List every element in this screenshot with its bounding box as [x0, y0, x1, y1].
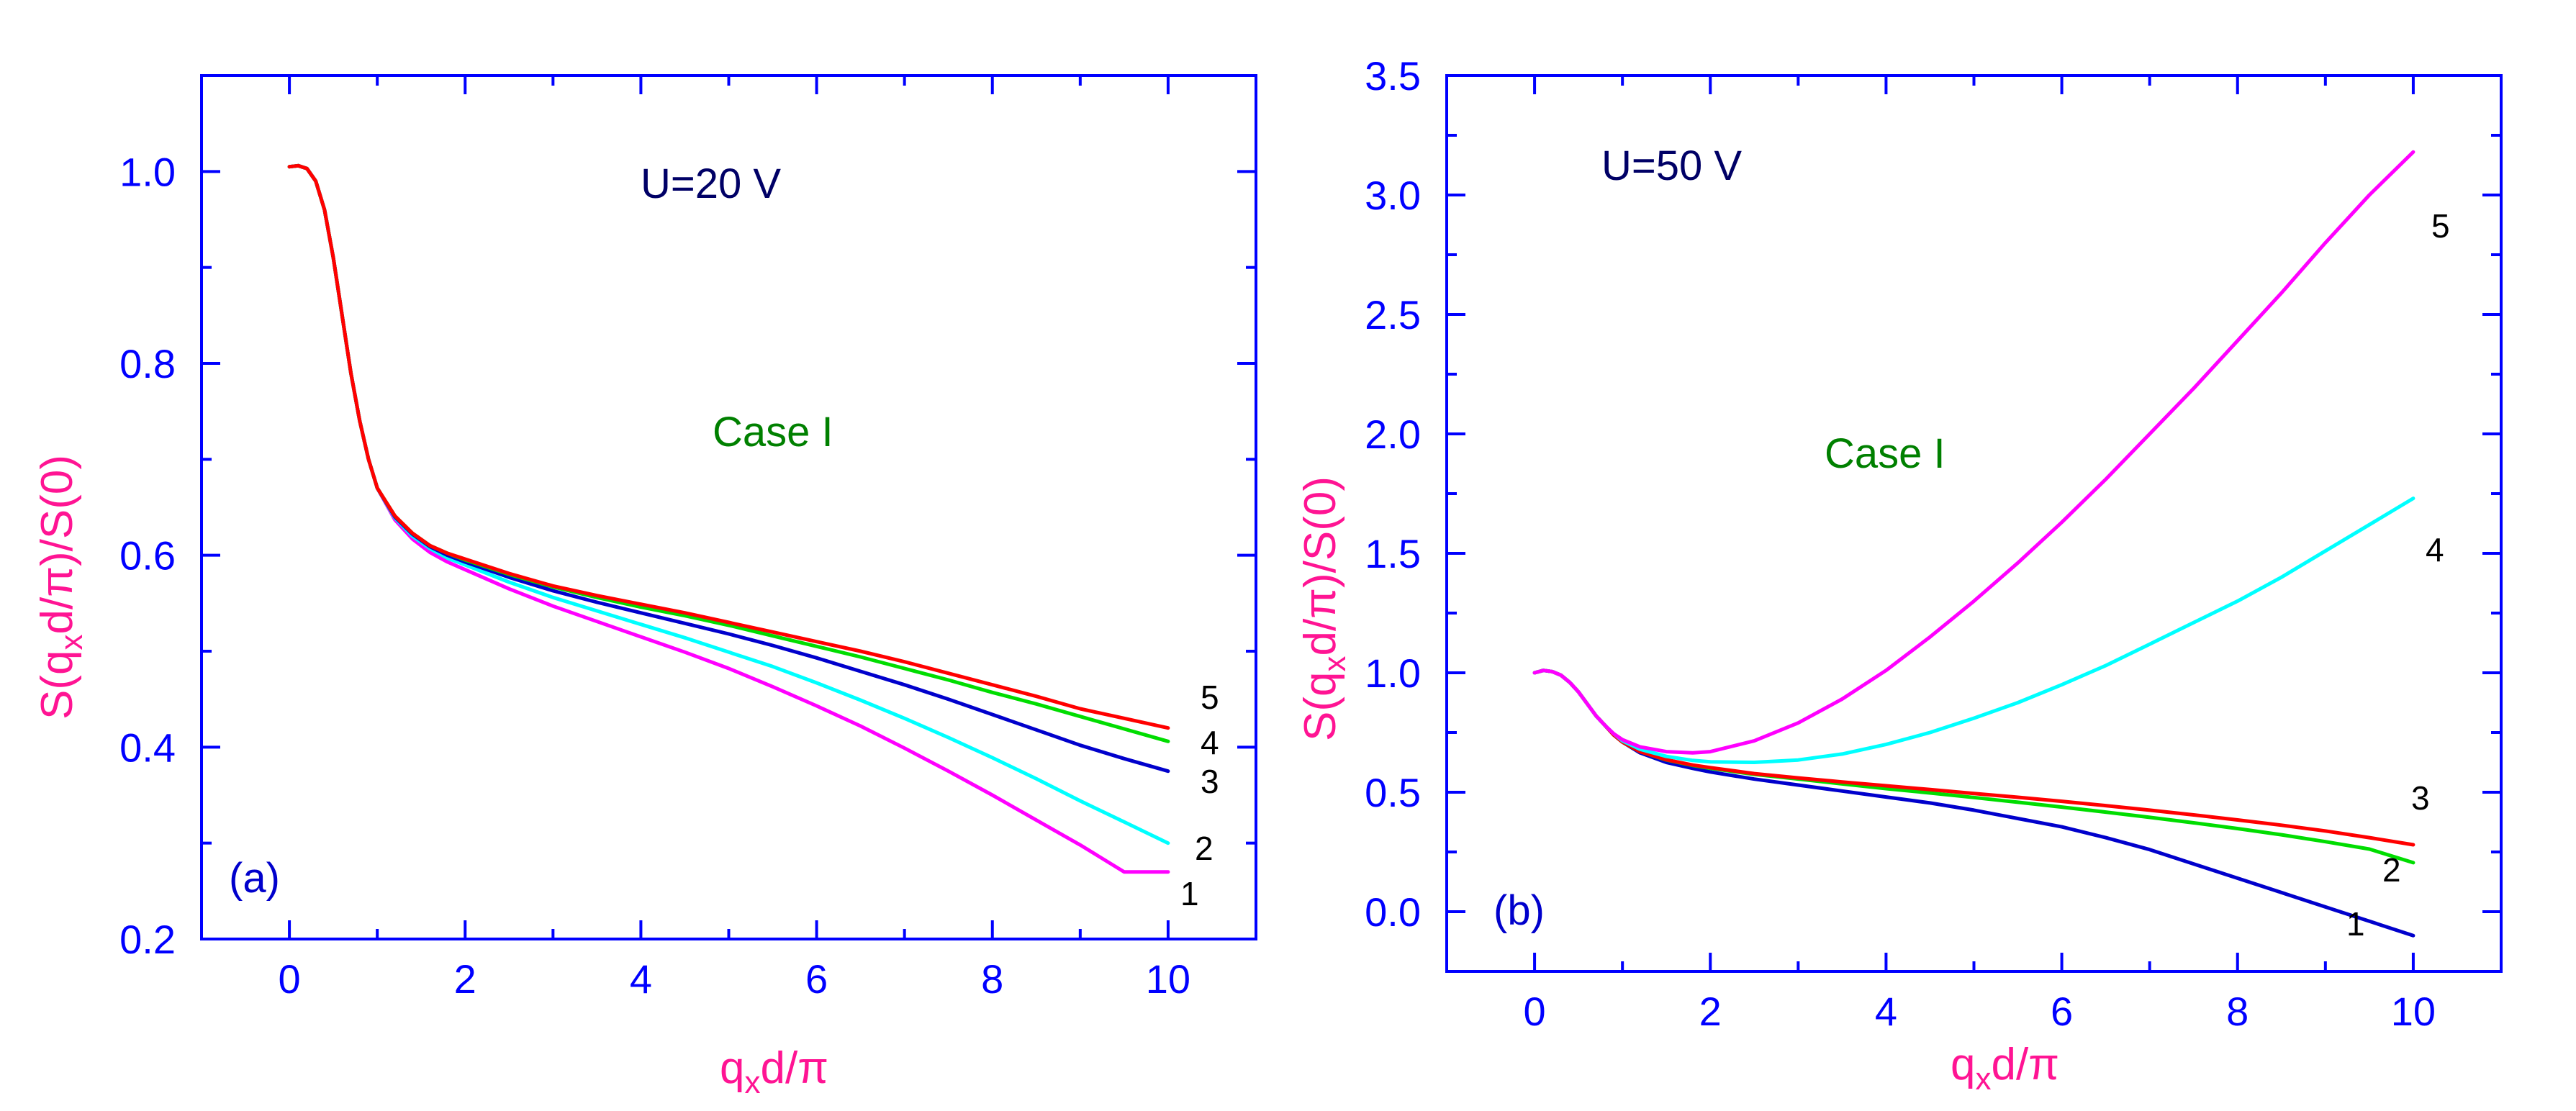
panel-a-x-tick-label: 10: [1146, 956, 1190, 1002]
panel-a-chart: 0 2 4 6 8 10 0.2 0.4 0.6 0.8 1.0 U=20 V Case I (a)…: [32, 74, 1257, 1100]
panel-b-tag: (b): [1493, 887, 1545, 934]
panel-b-x-tick-label: 0: [1524, 989, 1546, 1034]
panel-a-x-axis-label: qxd/π: [720, 1043, 828, 1100]
panel-a-curve-number-4: 4: [1201, 724, 1219, 761]
panel-b-y-tick-label: 2.0: [1365, 412, 1421, 457]
panel-a-x-axis-label-sub: x: [744, 1065, 760, 1100]
panel-b-y-axis-label: S(qxd/π)/S(0): [1296, 476, 1352, 741]
panel-a-axes: 0 2 4 6 8 10 0.2 0.4 0.6 0.8 1.0: [119, 74, 1257, 1002]
panel-b-curve-number-4: 4: [2426, 531, 2444, 568]
panel-b-chart: 0 2 4 6 8 10 0.0 0.5 1.0 1.5 2.0 2.5 3.0 3.5 U=50 V C…: [1296, 53, 2503, 1097]
panel-b-curve-number-2: 2: [2382, 851, 2401, 889]
panel-a-y-tick-label: 1.0: [119, 149, 176, 194]
panel-a-y-axis-label-post: )/S(0): [32, 455, 82, 566]
panel-a-curves: [287, 163, 1170, 874]
panel-b-x-tick-label: 6: [2051, 989, 2073, 1034]
panel-a-x-tick-label: 0: [279, 956, 301, 1002]
panel-b-x-tick-label: 10: [2391, 989, 2436, 1034]
panel-a-x-tick-label: 6: [805, 956, 828, 1002]
panel-a-x-tick-label: 4: [630, 956, 652, 1002]
panel-a-y-tick-label: 0.6: [119, 533, 176, 579]
panel-a-y-axis-label: S(qxd/π)/S(0): [32, 455, 89, 720]
panel-b-x-axis-label: qxd/π: [1951, 1040, 2059, 1097]
panel-b-curve-5: [1532, 150, 2415, 755]
panel-b-y-axis-label-mid: d/π: [1296, 588, 1345, 656]
panel-a-y-axis-label-sub: x: [54, 635, 89, 650]
panel-a-x-axis-label-tail: d/π: [760, 1043, 828, 1093]
panel-a-tag: (a): [229, 855, 280, 902]
panel-b-x-axis-label-sub: x: [1975, 1061, 1991, 1097]
panel-b-y-axis-label-sub: x: [1317, 656, 1352, 672]
panel-a-curve-number-1: 1: [1180, 875, 1199, 912]
panel-a-x-axis-label-main: q: [720, 1043, 744, 1093]
panel-b-voltage-annotation: U=50 V: [1601, 142, 1742, 189]
panel-b-curve-number-1: 1: [2346, 905, 2365, 943]
panel-b-y-tick-label: 3.5: [1365, 53, 1421, 99]
panel-a-case-annotation: Case I: [713, 409, 833, 455]
panel-a-y-tick-label: 0.4: [119, 725, 176, 770]
panel-a-curve-number-5: 5: [1201, 679, 1219, 716]
panel-a-curve-5: [287, 163, 1170, 730]
panel-b-y-tick-label: 1.5: [1365, 531, 1421, 576]
panel-b-y-tick-label: 3.0: [1365, 173, 1421, 218]
panel-b-x-axis-label-tail: d/π: [1991, 1040, 2058, 1089]
panel-a-voltage-annotation: U=20 V: [641, 160, 781, 207]
panel-a-y-axis-label-mid: d/π: [32, 566, 82, 634]
panel-b-y-axis-label-post: )/S(0): [1296, 476, 1345, 588]
panel-a-y-tick-label: 0.2: [119, 917, 176, 962]
panel-b-curve-number-5: 5: [2431, 207, 2450, 245]
panel-b-x-tick-label: 4: [1875, 989, 1897, 1034]
panel-b-y-tick-label: 0.5: [1365, 770, 1421, 815]
panel-b-curve-number-3: 3: [2411, 779, 2430, 817]
panel-b-x-tick-label: 2: [1699, 989, 1722, 1034]
panel-a-x-tick-label: 8: [981, 956, 1003, 1002]
panel-b-x-axis-label-main: q: [1951, 1040, 1975, 1089]
panel-a-curve-number-2: 2: [1195, 830, 1214, 867]
panel-a-curve-number-3: 3: [1201, 763, 1219, 800]
panel-b-y-tick-label: 2.5: [1365, 292, 1421, 337]
panel-b-y-tick-label: 1.0: [1365, 650, 1421, 696]
panel-a-y-axis-label-pre: S(q: [32, 650, 82, 720]
panel-a-y-tick-label: 0.8: [119, 341, 176, 386]
panel-b-y-tick-label: 0.0: [1365, 889, 1421, 935]
panel-b-curves: [1532, 150, 2415, 938]
panel-a-x-tick-label: 2: [454, 956, 476, 1002]
panel-b-x-tick-label: 8: [2226, 989, 2249, 1034]
panel-b-y-axis-label-pre: S(q: [1296, 672, 1345, 741]
panel-b-axes: 0 2 4 6 8 10 0.0 0.5 1.0 1.5 2.0 2.5 3.0 3.5: [1365, 53, 2503, 1034]
panel-b-case-annotation: Case I: [1825, 430, 1945, 477]
